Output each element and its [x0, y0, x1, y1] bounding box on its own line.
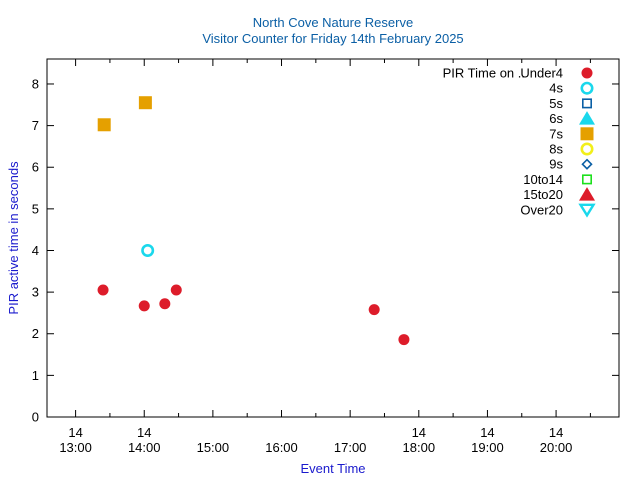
x-tick-time-label: 16:00 [265, 440, 298, 455]
chart-title: North Cove Nature Reserve [253, 15, 413, 30]
x-tick-day-label: 14 [480, 425, 494, 440]
y-tick-label: 3 [32, 285, 39, 300]
legend-label: 10to14 [523, 172, 563, 187]
legend-marker-5s [581, 98, 592, 109]
legend-label: 6s [549, 111, 563, 126]
y-tick-label: 5 [32, 201, 39, 216]
x-tick-day-label: 14 [549, 425, 563, 440]
legend-marker-10to14 [581, 174, 592, 185]
y-tick-label: 4 [32, 243, 39, 258]
legend-title: PIR Time on .. [443, 66, 525, 81]
x-axis-label: Event Time [300, 461, 365, 476]
x-tick-time-label: 14:00 [128, 440, 161, 455]
data-point-under4 [138, 300, 150, 312]
legend-label: 7s [549, 126, 563, 141]
legend-label: Under4 [520, 66, 563, 81]
y-tick-label: 1 [32, 368, 39, 383]
x-tick-day-label: 14 [68, 425, 82, 440]
data-point-4s [141, 243, 155, 257]
data-points [97, 96, 410, 346]
legend-marker-6s [579, 111, 595, 125]
legend-marker-9s [581, 158, 593, 170]
data-point-7s [138, 96, 152, 110]
legend: PIR Time on ..Under44s5s6s7s8s9s10to1415… [443, 66, 596, 218]
x-tick-time-label: 18:00 [403, 440, 436, 455]
legend-marker-15to20 [579, 187, 595, 201]
legend-label: 8s [549, 142, 563, 157]
legend-marker-8s [580, 142, 594, 156]
y-axis-label: PIR active time in seconds [6, 161, 21, 315]
y-tick-label: 7 [32, 118, 39, 133]
y-axis: 0 1 2 3 4 5 6 7 8 [32, 76, 619, 425]
legend-marker-over20 [578, 203, 596, 218]
data-point-under4 [97, 284, 109, 296]
legend-label: 5s [549, 96, 563, 111]
legend-label: 15to20 [523, 187, 563, 202]
x-tick-day-label: 14 [412, 425, 426, 440]
plot-frame [46, 58, 620, 418]
legend-marker-4s [580, 81, 594, 95]
data-point-under4 [159, 298, 171, 310]
y-tick-label: 6 [32, 160, 39, 175]
legend-marker-under4 [581, 67, 593, 79]
y-tick-label: 2 [32, 326, 39, 341]
data-point-7s [97, 118, 111, 132]
data-point-under4 [170, 284, 182, 296]
legend-marker-7s [580, 127, 594, 141]
x-tick-time-label: 13:00 [59, 440, 92, 455]
y-tick-label: 8 [32, 76, 39, 91]
x-tick-time-label: 17:00 [334, 440, 367, 455]
x-tick-time-label: 19:00 [471, 440, 504, 455]
data-point-under4 [398, 334, 410, 346]
y-tick-label: 0 [32, 410, 39, 425]
legend-label: 4s [549, 81, 563, 96]
x-tick-time-label: 15:00 [197, 440, 230, 455]
legend-label: 9s [549, 157, 563, 172]
chart-subtitle: Visitor Counter for Friday 14th February… [202, 31, 463, 46]
x-tick-day-label: 14 [137, 425, 151, 440]
x-tick-time-label: 20:00 [540, 440, 573, 455]
legend-label: Over20 [520, 202, 563, 217]
data-point-under4 [368, 304, 380, 316]
